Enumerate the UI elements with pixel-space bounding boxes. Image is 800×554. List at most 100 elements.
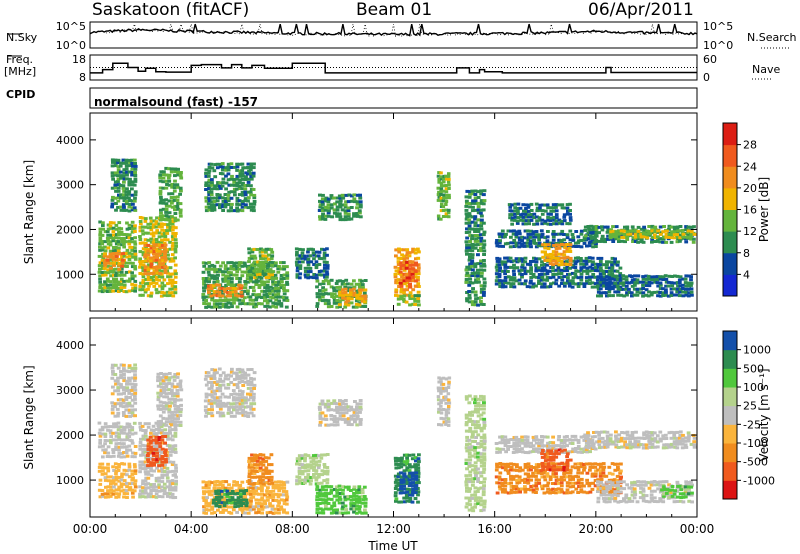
power-cell [571,281,575,285]
power-cell [158,218,163,222]
power-cell [396,260,401,264]
power-cell [115,258,120,262]
power-cell [632,278,637,282]
velocity-cell [218,411,223,415]
velocity-cell [303,466,307,470]
power-cell [167,173,172,177]
power-cell [586,231,591,235]
velocity-cell [157,448,162,452]
power-cell [576,235,581,239]
power-cell [217,294,222,298]
power-cell [494,279,499,283]
power-cell [171,259,176,263]
velocity-cell [337,501,342,505]
power-cell [246,172,250,176]
power-cell [591,260,595,264]
velocity-cell [149,467,153,470]
power-cell [416,269,421,273]
power-cell [526,205,531,209]
power-cell [479,192,484,196]
power-cell [590,285,595,289]
power-cell [605,230,610,234]
power-cell [343,305,348,309]
power-cell [522,236,527,240]
power-cell [117,221,122,225]
velocity-cell [162,395,166,399]
velocity-cell [246,486,251,490]
power-cell [465,265,470,269]
power-cell [122,273,127,277]
power-cell [647,230,652,233]
velocity-cell [162,492,167,496]
velocity-cell [312,473,316,476]
power-cell [215,203,220,207]
velocity-cell [212,371,217,375]
velocity-cell [130,488,135,492]
power-cell [528,235,533,239]
power-cell [146,275,151,279]
power-cell [470,264,474,268]
velocity-cell [237,377,242,381]
velocity-cell [215,480,220,483]
power-cell [566,272,570,276]
velocity-cell [167,388,172,392]
velocity-cell [152,489,156,492]
power-cell [536,268,541,272]
velocity-cell [121,398,126,402]
power-cell [476,218,481,222]
power-cell [665,229,669,233]
power-cell [542,278,547,282]
power-cell [408,263,413,267]
power-cell [114,254,119,258]
power-cell [562,213,567,217]
velocity-cell [125,402,130,406]
power-cell [562,275,567,279]
power-cell [143,268,148,272]
power-cell [630,225,635,229]
power-cell [464,231,469,234]
velocity-cell [156,384,161,388]
power-cell [273,302,278,306]
power-cell [114,208,118,212]
power-cell [479,199,484,203]
power-cell [416,282,421,286]
velocity-cell [343,485,348,489]
power-cell [587,269,592,273]
power-cell [672,230,677,234]
velocity-cell [218,386,223,390]
power-cell [611,294,615,298]
power-cell [140,229,145,233]
power-cell [689,225,694,229]
velocity-cell [112,469,116,472]
power-cell [165,229,169,233]
power-cell [249,254,254,258]
power-cell [468,234,473,238]
velocity-cell [340,501,345,505]
power-cell [549,282,553,286]
power-cell [641,291,646,295]
power-cell [332,286,336,290]
velocity-cell [341,417,345,421]
velocity-cell [162,385,167,389]
velocity-cell [393,480,398,484]
power-cell [243,190,248,194]
power-cell [529,202,534,206]
velocity-cell [125,473,129,477]
power-cell [524,222,528,226]
velocity-cell [123,445,127,449]
velocity-cell [335,488,339,492]
power-cell [264,247,269,251]
power-cell [248,285,253,289]
power-cell [257,295,262,299]
power-cell [544,243,548,247]
velocity-cell [335,411,340,414]
velocity-cell [144,486,149,490]
velocity-cell [130,441,135,445]
power-cell [482,189,487,193]
power-cell [573,272,578,276]
power-cell [628,232,633,236]
velocity-cell [249,405,253,409]
velocity-cell [111,465,115,469]
power-cell [114,289,119,293]
power-cell [598,272,603,276]
